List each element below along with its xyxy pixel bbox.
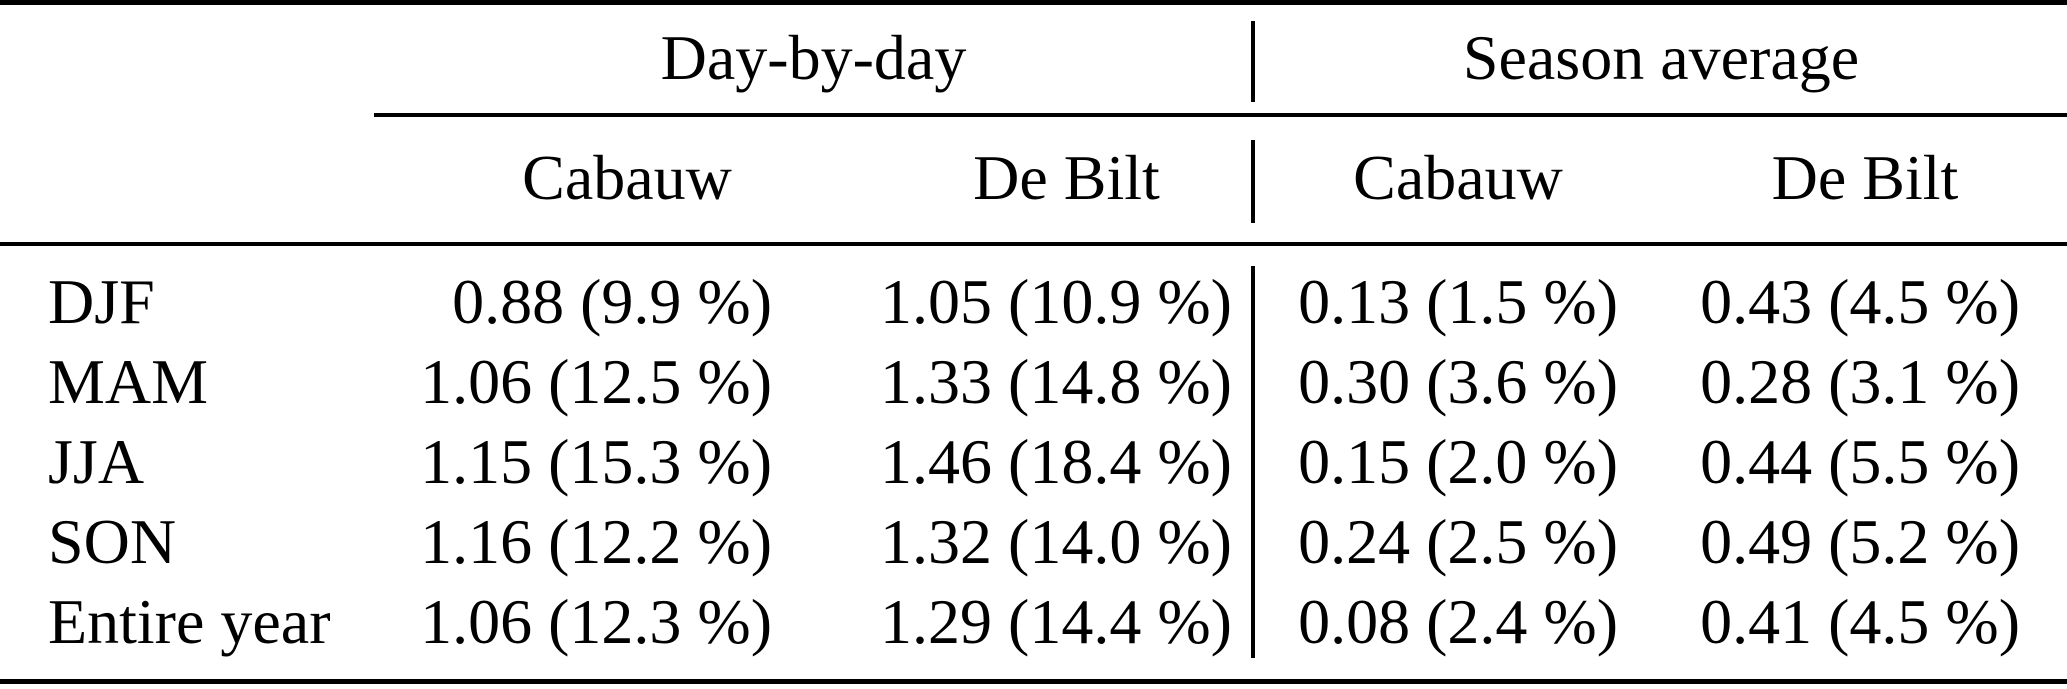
row-label: Entire year: [48, 586, 331, 657]
column-group-day-by-day: Day-by-day: [660, 22, 967, 93]
column-group-header-row: Day-by-day Season average: [0, 16, 2067, 100]
cell-season-debilt: 0.44 (5.5 %): [1700, 426, 2020, 497]
cell-day-debilt: 1.05 (10.9 %): [880, 266, 1232, 337]
row-label: MAM: [48, 346, 209, 417]
table-body: DJF 0.88 (9.9 %) 1.05 (10.9 %) 0.13 (1.5…: [0, 262, 2067, 662]
group-divider-segment-middle: [1251, 140, 1255, 223]
cell-day-debilt: 1.46 (18.4 %): [880, 426, 1232, 497]
cell-day-cabauw: 0.88 (9.9 %): [452, 266, 772, 337]
row-label: SON: [48, 506, 177, 577]
cell-season-debilt: 0.41 (4.5 %): [1700, 586, 2020, 657]
cell-season-cabauw: 0.08 (2.4 %): [1298, 586, 1618, 657]
cell-season-debilt: 0.43 (4.5 %): [1700, 266, 2020, 337]
column-group-underline-rule: [374, 113, 2067, 117]
subheader-day-debilt: De Bilt: [973, 142, 1160, 213]
cell-day-cabauw: 1.15 (15.3 %): [420, 426, 772, 497]
group-divider-segment-body: [1251, 266, 1255, 658]
row-label: DJF: [48, 266, 155, 337]
cell-season-cabauw: 0.15 (2.0 %): [1298, 426, 1618, 497]
top-rule: [0, 0, 2067, 5]
cell-season-cabauw: 0.13 (1.5 %): [1298, 266, 1618, 337]
cell-day-cabauw: 1.16 (12.2 %): [420, 506, 772, 577]
column-group-season-average: Season average: [1462, 22, 1860, 93]
cell-day-debilt: 1.29 (14.4 %): [880, 586, 1232, 657]
cell-season-debilt: 0.28 (3.1 %): [1700, 346, 2020, 417]
subheader-row: Cabauw De Bilt Cabauw De Bilt: [0, 136, 2067, 220]
subheader-season-cabauw: Cabauw: [1353, 142, 1563, 213]
cell-season-cabauw: 0.30 (3.6 %): [1298, 346, 1618, 417]
subheader-empty: [0, 136, 374, 220]
cell-day-cabauw: 1.06 (12.3 %): [420, 586, 772, 657]
row-label: JJA: [48, 426, 145, 497]
header-body-separator-rule: [0, 242, 2067, 246]
subheader-season-debilt: De Bilt: [1771, 142, 1959, 213]
subheader-day-cabauw: Cabauw: [522, 142, 732, 213]
cell-day-debilt: 1.33 (14.8 %): [880, 346, 1232, 417]
cell-day-cabauw: 1.06 (12.5 %): [420, 346, 772, 417]
cell-season-cabauw: 0.24 (2.5 %): [1298, 506, 1618, 577]
bottom-rule: [0, 679, 2067, 684]
cell-day-debilt: 1.32 (14.0 %): [880, 506, 1232, 577]
group-divider-segment-top: [1251, 21, 1255, 102]
cell-season-debilt: 0.49 (5.2 %): [1700, 506, 2020, 577]
